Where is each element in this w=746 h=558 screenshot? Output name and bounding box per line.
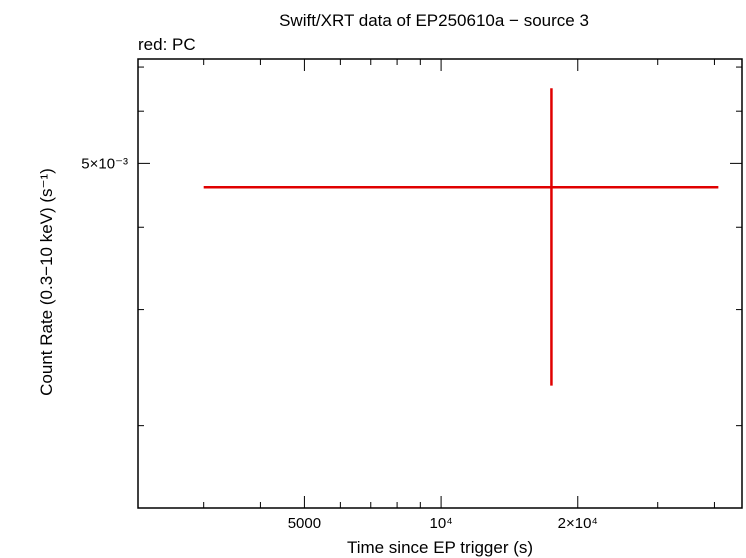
y-axis-label: Count Rate (0.3−10 keV) (s⁻¹) — [37, 168, 56, 396]
x-tick-label: 10⁴ — [430, 515, 453, 532]
chart-subtitle: red: PC — [138, 35, 196, 54]
x-tick-label: 2×10⁴ — [558, 515, 598, 532]
axis-ticks — [138, 59, 742, 508]
axis-tick-labels: 5000 10⁴ 2×10⁴ 5×10⁻³ — [81, 155, 598, 532]
data-marks — [203, 88, 719, 386]
x-tick-label: 5000 — [288, 515, 321, 532]
plot-frame — [137, 58, 743, 509]
y-tick-label: 5×10⁻³ — [81, 155, 128, 172]
x-axis-label: Time since EP trigger (s) — [347, 538, 533, 557]
chart-title: Swift/XRT data of EP250610a − source 3 — [279, 11, 589, 30]
